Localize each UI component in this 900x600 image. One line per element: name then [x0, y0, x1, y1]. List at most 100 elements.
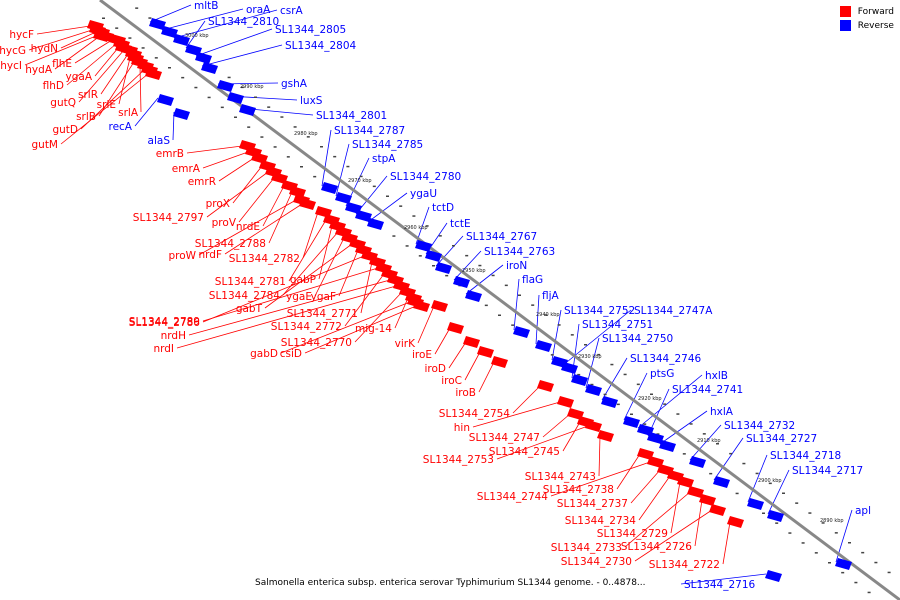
gene-feature-sl1344-2733	[687, 486, 704, 498]
gene-label-sl1344-2805: SL1344_2805	[275, 24, 346, 36]
gene-label-apl: apl	[855, 505, 871, 517]
gene-feature-luxs	[227, 92, 244, 104]
gene-label-sl1344-2734: SL1344_2734	[565, 515, 637, 527]
gene-label-srlb: srlB	[76, 111, 96, 123]
gene-label-sl1344-2771: SL1344_2771	[287, 308, 358, 320]
gene-label-srle: srlE	[97, 99, 116, 111]
minor-tick	[663, 403, 667, 405]
gene-label-sl1344-2780: SL1344_2780	[390, 171, 461, 183]
connector-sl1344-2729	[670, 481, 681, 534]
minor-tick	[768, 482, 772, 485]
connector-nrdf	[224, 203, 303, 255]
minor-tick	[828, 562, 831, 564]
gene-feature-hyda	[97, 30, 114, 42]
gene-label-sl1344-2730: SL1344_2730	[561, 556, 632, 568]
connector-sl1344-2752	[551, 309, 562, 361]
scale-label: 2890 kbp	[820, 518, 844, 524]
gene-label-sl1344-2786: SL1344_2786	[129, 317, 201, 329]
scale-label: 2990 kbp	[240, 84, 264, 90]
gene-label-hin: hin	[454, 422, 470, 434]
connector-sl1344-2737	[630, 469, 661, 504]
connector-sl1344-2727	[713, 437, 744, 481]
minor-tick	[570, 334, 574, 336]
minor-tick	[273, 146, 277, 148]
minor-tick	[128, 37, 132, 39]
minor-tick	[141, 47, 145, 49]
minor-tick	[227, 76, 231, 79]
scale-label: 2920 kbp	[638, 396, 662, 402]
minor-tick	[102, 17, 105, 19]
scale-label: 2980 kbp	[294, 131, 318, 137]
connector-iroe	[434, 327, 451, 355]
minor-tick	[518, 294, 521, 296]
gene-label-gabt: gabT	[236, 303, 263, 315]
connector-srlr	[100, 53, 129, 95]
connector-sl1344-2738	[616, 453, 641, 490]
gene-label-nrdh: nrdH	[161, 330, 186, 342]
gene-label-reca: recA	[108, 121, 132, 133]
gene-label-iroe: iroE	[412, 349, 432, 361]
minor-tick	[709, 472, 713, 475]
connector-gabt	[264, 243, 353, 309]
gene-feature-sl1344-2741	[647, 432, 664, 444]
gene-label-nrdi: nrdI	[153, 343, 174, 355]
connector-gutq	[78, 49, 125, 103]
scale-label: 2910 kbp	[697, 438, 721, 444]
minor-tick	[788, 532, 792, 534]
gene-label-gabp: gabP	[290, 274, 316, 286]
connector-sl1344-2804	[201, 44, 283, 67]
gene-label-sl1344-2726: SL1344_2726	[621, 541, 693, 553]
gene-label-oraa: oraA	[246, 4, 271, 16]
minor-tick	[504, 284, 508, 287]
connector-prox	[232, 165, 263, 204]
connector-sl1344-2733	[624, 491, 691, 548]
minor-tick	[293, 126, 297, 128]
gene-label-sl1344-2770: SL1344_2770	[281, 337, 352, 349]
connector-hyda	[54, 35, 101, 70]
minor-tick	[405, 245, 409, 247]
gene-feature-reca	[157, 94, 174, 106]
strand-legend: Forward Reverse	[839, 6, 894, 34]
gene-label-sl1344-2738: SL1344_2738	[543, 484, 614, 496]
gene-label-virk: virK	[395, 338, 416, 350]
connector-oraa	[161, 8, 244, 31]
minor-tick	[531, 304, 535, 306]
scale-label: 2960 kbp	[404, 225, 428, 231]
minor-tick	[643, 423, 647, 425]
gene-label-hycf: hycF	[9, 29, 34, 41]
connector-sl1344-2782	[302, 211, 319, 259]
gene-feature-sl1344-2726	[699, 494, 716, 506]
connector-sl1344-2747	[542, 413, 571, 438]
gene-feature-sl1344-2804	[201, 62, 218, 74]
minor-tick	[359, 175, 363, 178]
gene-feature-irod	[463, 336, 480, 348]
gene-label-hycg: hycG	[0, 45, 26, 57]
connector-sl1344-2716	[680, 573, 767, 585]
connector-nrdh	[188, 279, 391, 336]
gene-label-prow: proW	[168, 250, 196, 262]
connector-sl1344-2744	[550, 461, 651, 497]
gene-feature-oraa	[161, 26, 178, 38]
minor-tick	[630, 413, 633, 415]
gene-label-sl1344-2733: SL1344_2733	[551, 542, 622, 554]
connector-ygaa	[94, 47, 119, 77]
gene-label-gutq: gutQ	[50, 97, 76, 109]
gene-label-hyda: hydA	[25, 64, 53, 76]
minor-tick	[841, 571, 845, 574]
connector-sl1344-2726	[694, 499, 703, 547]
connector-mig-14	[394, 297, 409, 329]
gene-feature-ygau	[367, 218, 384, 230]
minor-tick	[300, 166, 303, 168]
connector-sl1344-2745	[562, 421, 581, 452]
gene-label-sl1344-2753: SL1344_2753	[423, 454, 494, 466]
connector-sl1344-2770	[354, 291, 403, 343]
gene-feature-mltb	[149, 18, 166, 30]
gene-label-iron: iroN	[506, 260, 527, 272]
minor-tick	[676, 413, 680, 415]
gene-feature-sl1344-2727	[713, 476, 730, 488]
gene-label-luxs: luxS	[300, 95, 323, 107]
minor-tick	[874, 561, 878, 564]
gene-feature-sl1344-2730	[709, 504, 726, 516]
gene-feature-virk	[431, 300, 448, 312]
